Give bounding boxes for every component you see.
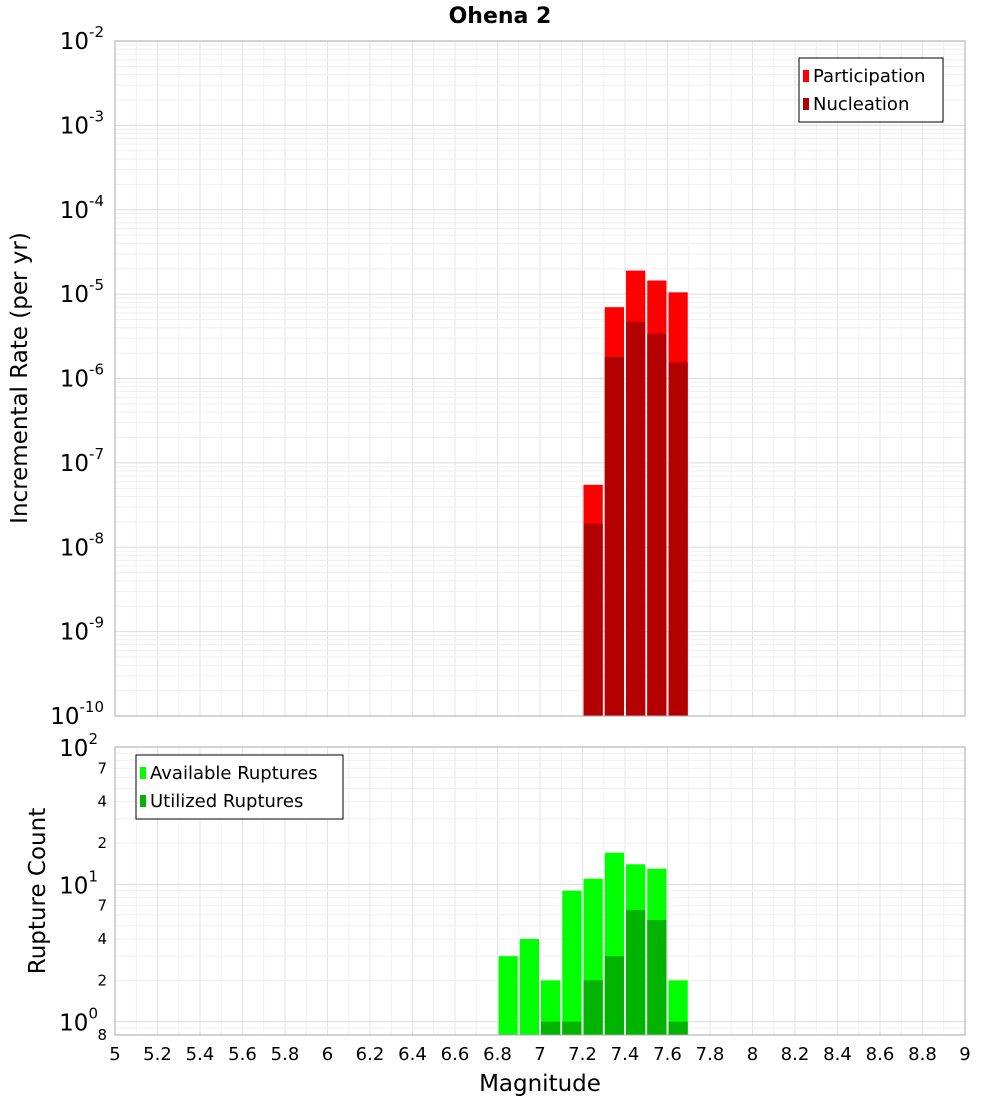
- top-plot-border: [114, 40, 966, 717]
- count-series-a-bar: [562, 890, 582, 1035]
- x-tick-label: 5: [109, 1044, 120, 1065]
- x-tick-label: 8.6: [866, 1044, 895, 1065]
- rate-series-b-bar: [626, 321, 646, 716]
- x-axis-label: Magnitude: [479, 1071, 601, 1097]
- x-tick-label: 7.6: [653, 1044, 682, 1065]
- y-tick-label: 10-4: [60, 192, 104, 224]
- x-ticks: 5 5.2 5.4 5.6 5.8 6 6.2 6.4 6.6 6.8 7 7.2 7.4 7.6 7.8 8…: [109, 1044, 970, 1065]
- legend-box: [135, 754, 344, 820]
- y-minor-tick-label: 8: [97, 1026, 107, 1044]
- bottom-y-axis-label: Rupture Count: [25, 808, 51, 974]
- top-bars: [583, 270, 688, 716]
- x-tick-label: 7: [534, 1044, 545, 1065]
- bottom-plot-border: [114, 746, 966, 1036]
- y-tick-label: 10-3: [60, 107, 104, 139]
- count-series-a-bar: [541, 980, 561, 1035]
- count-series-b-bar: [626, 910, 646, 1035]
- count-series-b-bar: [562, 1021, 582, 1035]
- top-legend: Participation Nucleation: [798, 57, 944, 123]
- legend-label: Nucleation: [813, 94, 909, 115]
- x-tick-label: 8.2: [781, 1044, 810, 1065]
- x-tick-label: 8: [747, 1044, 758, 1065]
- count-series-b-bar: [647, 920, 667, 1035]
- top-y-ticks: 10-10 10-9 10-8 10-7 10-6 10-5 10-4 10-3 10-2: [50, 23, 104, 730]
- rate-series-b-bar: [647, 333, 667, 716]
- count-series-a-bar: [519, 939, 539, 1035]
- count-series-b-bar: [541, 1021, 561, 1035]
- x-tick-label: 5.2: [143, 1044, 172, 1065]
- x-tick-label: 6.8: [483, 1044, 512, 1065]
- legend-swatch: [803, 70, 809, 82]
- legend-label: Participation: [813, 66, 925, 87]
- y-tick-label: 10-8: [60, 529, 104, 561]
- legend-label: Available Ruptures: [150, 763, 318, 784]
- x-tick-label: 6: [322, 1044, 333, 1065]
- y-minor-tick-label: 2: [97, 834, 107, 852]
- x-tick-label: 6.4: [398, 1044, 427, 1065]
- rate-series-b-bar: [604, 356, 624, 716]
- count-series-b-bar: [668, 1021, 688, 1035]
- y-tick-label: 102: [59, 730, 98, 762]
- bottom-legend: Available Ruptures Utilized Ruptures: [135, 754, 344, 820]
- count-series-a-bar: [668, 980, 688, 1035]
- x-tick-label: 7.2: [568, 1044, 597, 1065]
- y-tick-label: 100: [59, 1005, 98, 1037]
- y-tick-label: 10-7: [60, 445, 104, 477]
- y-tick-label: 101: [59, 867, 98, 899]
- y-minor-tick-label: 4: [97, 793, 107, 811]
- rate-series-b-bar: [583, 523, 603, 716]
- legend-label: Utilized Ruptures: [150, 791, 303, 812]
- chart-title: Ohena 2: [449, 4, 552, 29]
- top-grid: [114, 40, 966, 717]
- x-tick-label: 5.8: [271, 1044, 300, 1065]
- y-tick-label: 10-10: [50, 698, 104, 730]
- bottom-bars: [498, 852, 688, 1035]
- legend-swatch: [140, 795, 146, 807]
- bottom-y-ticks: 100 101 102 8 2 4 7 2 4 7: [59, 730, 107, 1044]
- x-tick-label: 5.4: [186, 1044, 215, 1065]
- x-tick-label: 8.4: [823, 1044, 852, 1065]
- y-minor-tick-label: 4: [97, 930, 107, 948]
- y-minor-tick-label: 2: [97, 971, 107, 989]
- x-tick-label: 7.8: [696, 1044, 725, 1065]
- x-tick-label: 6.2: [356, 1044, 385, 1065]
- rate-series-b-bar: [668, 362, 688, 716]
- x-tick-label: 9: [959, 1044, 970, 1065]
- legend-box: [798, 57, 944, 123]
- legend-swatch: [140, 767, 146, 779]
- top-y-axis-label: Incremental Rate (per yr): [7, 232, 33, 524]
- x-tick-label: 7.4: [611, 1044, 640, 1065]
- count-series-b-bar: [604, 956, 624, 1035]
- y-tick-label: 10-6: [60, 361, 104, 393]
- count-series-b-bar: [583, 980, 603, 1035]
- y-minor-tick-label: 7: [97, 897, 107, 915]
- x-tick-label: 8.8: [908, 1044, 937, 1065]
- legend-swatch: [803, 98, 809, 110]
- y-tick-label: 10-5: [60, 276, 104, 308]
- count-series-a-bar: [498, 956, 518, 1035]
- x-tick-label: 5.6: [228, 1044, 257, 1065]
- x-tick-label: 6.6: [441, 1044, 470, 1065]
- y-tick-label: 10-2: [60, 23, 104, 55]
- y-tick-label: 10-9: [60, 614, 104, 646]
- y-minor-tick-label: 7: [97, 759, 107, 777]
